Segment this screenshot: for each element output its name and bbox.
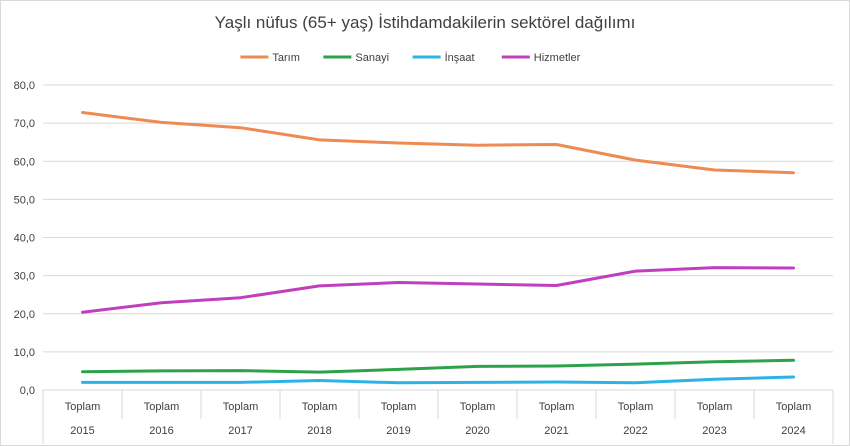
x-tick-label: Toplam — [381, 401, 416, 413]
x-tick-label: Toplam — [144, 401, 179, 413]
y-tick-label: 20,0 — [14, 309, 35, 321]
legend-label: Tarım — [272, 52, 300, 64]
series-line — [81, 358, 795, 374]
y-axis: 0,0 10,0 20,0 30,0 40,0 50,0 60,0 70,0 80,0 — [14, 80, 35, 397]
x-tick-year-label: 2018 — [307, 425, 331, 437]
x-tick-year-label: 2023 — [702, 425, 726, 437]
y-tick-label: 70,0 — [14, 118, 35, 130]
x-tick-label: Toplam — [302, 401, 337, 413]
legend-label: Hizmetler — [534, 52, 581, 64]
legend-item: Hizmetler — [501, 52, 581, 64]
y-tick-label: 30,0 — [14, 271, 35, 283]
x-tick-year-label: 2017 — [228, 425, 252, 437]
chart-title: Yaşlı nüfus (65+ yaş) İstihdamdakilerin … — [215, 13, 636, 32]
x-tick-year-label: 2022 — [623, 425, 647, 437]
x-tick-label: Toplam — [776, 401, 811, 413]
legend-item: Sanayi — [323, 52, 389, 64]
y-tick-label: 10,0 — [14, 347, 35, 359]
x-tick-label: Toplam — [65, 401, 100, 413]
legend-item: Tarım — [240, 52, 300, 64]
series-line — [81, 266, 795, 314]
legend-item: İnşaat — [412, 51, 475, 64]
x-tick-year-label: 2015 — [70, 425, 94, 437]
x-tick-label: Toplam — [697, 401, 732, 413]
y-tick-label: 50,0 — [14, 194, 35, 206]
x-tick-year-label: 2019 — [386, 425, 410, 437]
x-tick-label: Toplam — [460, 401, 495, 413]
y-tick-label: 80,0 — [14, 80, 35, 92]
x-tick-year-label: 2020 — [465, 425, 489, 437]
y-tick-label: 40,0 — [14, 233, 35, 245]
x-tick-year-label: 2024 — [781, 425, 805, 437]
series-group — [81, 111, 795, 385]
y-tick-label: 60,0 — [14, 156, 35, 168]
legend: Tarım Sanayi İnşaat Hizmetler — [240, 51, 581, 64]
series-line — [81, 111, 795, 175]
series-line — [81, 375, 795, 385]
x-tick-year-label: 2016 — [149, 425, 173, 437]
x-tick-label: Toplam — [223, 401, 258, 413]
y-tick-label: 0,0 — [20, 385, 35, 397]
x-tick-label: Toplam — [539, 401, 574, 413]
legend-label: Sanayi — [355, 52, 389, 64]
x-tick-year-label: 2021 — [544, 425, 568, 437]
x-tick-label: Toplam — [618, 401, 653, 413]
legend-label: İnşaat — [445, 51, 475, 64]
x-axis: Toplam 2015 Toplam 2016 Toplam 2017 Toplam 2018… — [42, 390, 834, 444]
grid-lines — [43, 84, 833, 391]
